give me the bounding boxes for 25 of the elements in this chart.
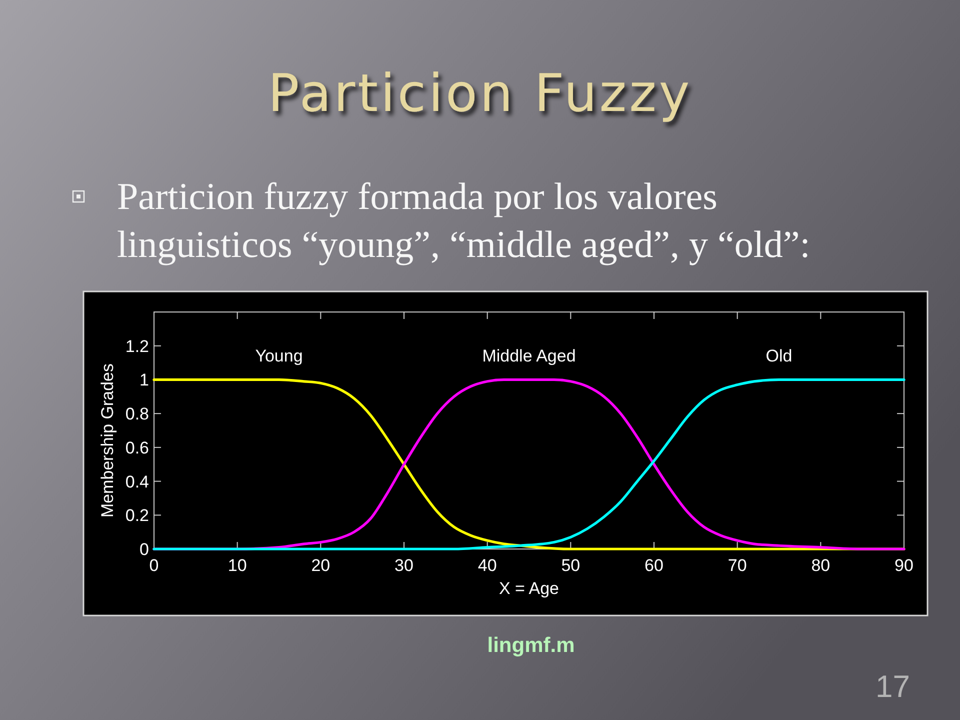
y-axis-title: Membership Grades bbox=[98, 363, 117, 518]
y-tick-label: 1.2 bbox=[125, 336, 149, 356]
series-label: Middle Aged bbox=[482, 346, 576, 366]
series-label: Old bbox=[766, 346, 792, 366]
x-tick-label: 60 bbox=[644, 556, 664, 575]
chart-title: Particion Fuzzy bbox=[268, 64, 692, 124]
y-tick-label: 0 bbox=[140, 540, 149, 559]
x-tick-label: 40 bbox=[478, 556, 497, 575]
y-tick-label: 0.8 bbox=[125, 404, 149, 424]
y-tick-label: 0.6 bbox=[125, 438, 149, 458]
series-label: Young bbox=[255, 346, 303, 366]
x-axis-title: X = Age bbox=[498, 579, 560, 598]
x-tick-label: 80 bbox=[811, 556, 830, 575]
y-tick-label: 1 bbox=[140, 370, 149, 390]
x-tick-label: 30 bbox=[394, 556, 414, 575]
text: lingmf.m bbox=[487, 634, 575, 657]
x-tick-label: 70 bbox=[728, 556, 747, 575]
x-tick-label: 50 bbox=[561, 556, 580, 575]
x-tick-label: 90 bbox=[894, 556, 914, 575]
text: 17 bbox=[876, 669, 910, 704]
x-tick-label: 10 bbox=[228, 556, 247, 575]
x-tick-label: 20 bbox=[311, 556, 330, 575]
chart-subtitle: Particion fuzzy formada por los valores linguisticos “young”, “middle aged”, y “old”: bbox=[117, 176, 810, 266]
y-tick-label: 0.4 bbox=[125, 472, 149, 492]
y-tick-label: 0.2 bbox=[125, 506, 149, 526]
